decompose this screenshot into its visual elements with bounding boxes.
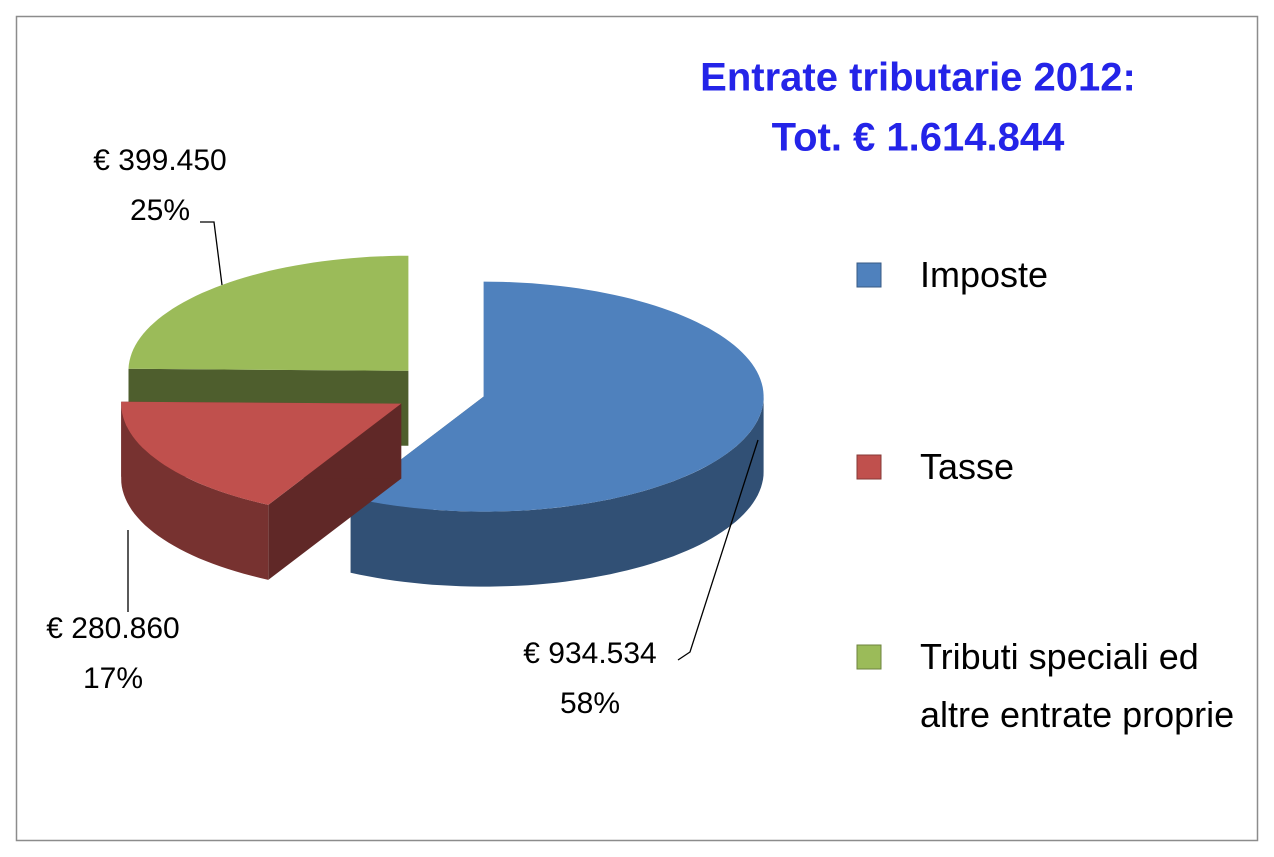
value-label: € 934.534	[523, 637, 656, 670]
slice	[121, 401, 402, 505]
percent-label: 17%	[83, 662, 143, 695]
chart-title: Entrate tributarie 2012:	[700, 56, 1136, 100]
value-label: € 280.860	[46, 612, 179, 645]
percent-label: 25%	[130, 194, 190, 227]
value-label: € 399.450	[93, 144, 226, 177]
slice-side	[350, 396, 764, 587]
slice	[350, 281, 764, 512]
leader-line	[200, 221, 223, 286]
legend-swatch	[856, 262, 882, 288]
pie	[121, 255, 764, 587]
legend-label: Imposte	[920, 254, 1049, 295]
chart-subtitle: Tot. € 1.614.844	[772, 116, 1066, 160]
percent-label: 58%	[560, 687, 620, 720]
slice	[128, 255, 409, 371]
legend-label: Tributi speciali ed altre entrate propri…	[920, 636, 1235, 735]
data-labels: € 934.534 58% € 280.860 17% € 399.450 25%	[46, 144, 882, 720]
legend-swatch	[856, 454, 882, 480]
slice-side	[121, 403, 269, 580]
leader-line	[677, 439, 759, 661]
legend-swatch	[856, 644, 882, 670]
legend-label: Tasse	[920, 446, 1015, 487]
